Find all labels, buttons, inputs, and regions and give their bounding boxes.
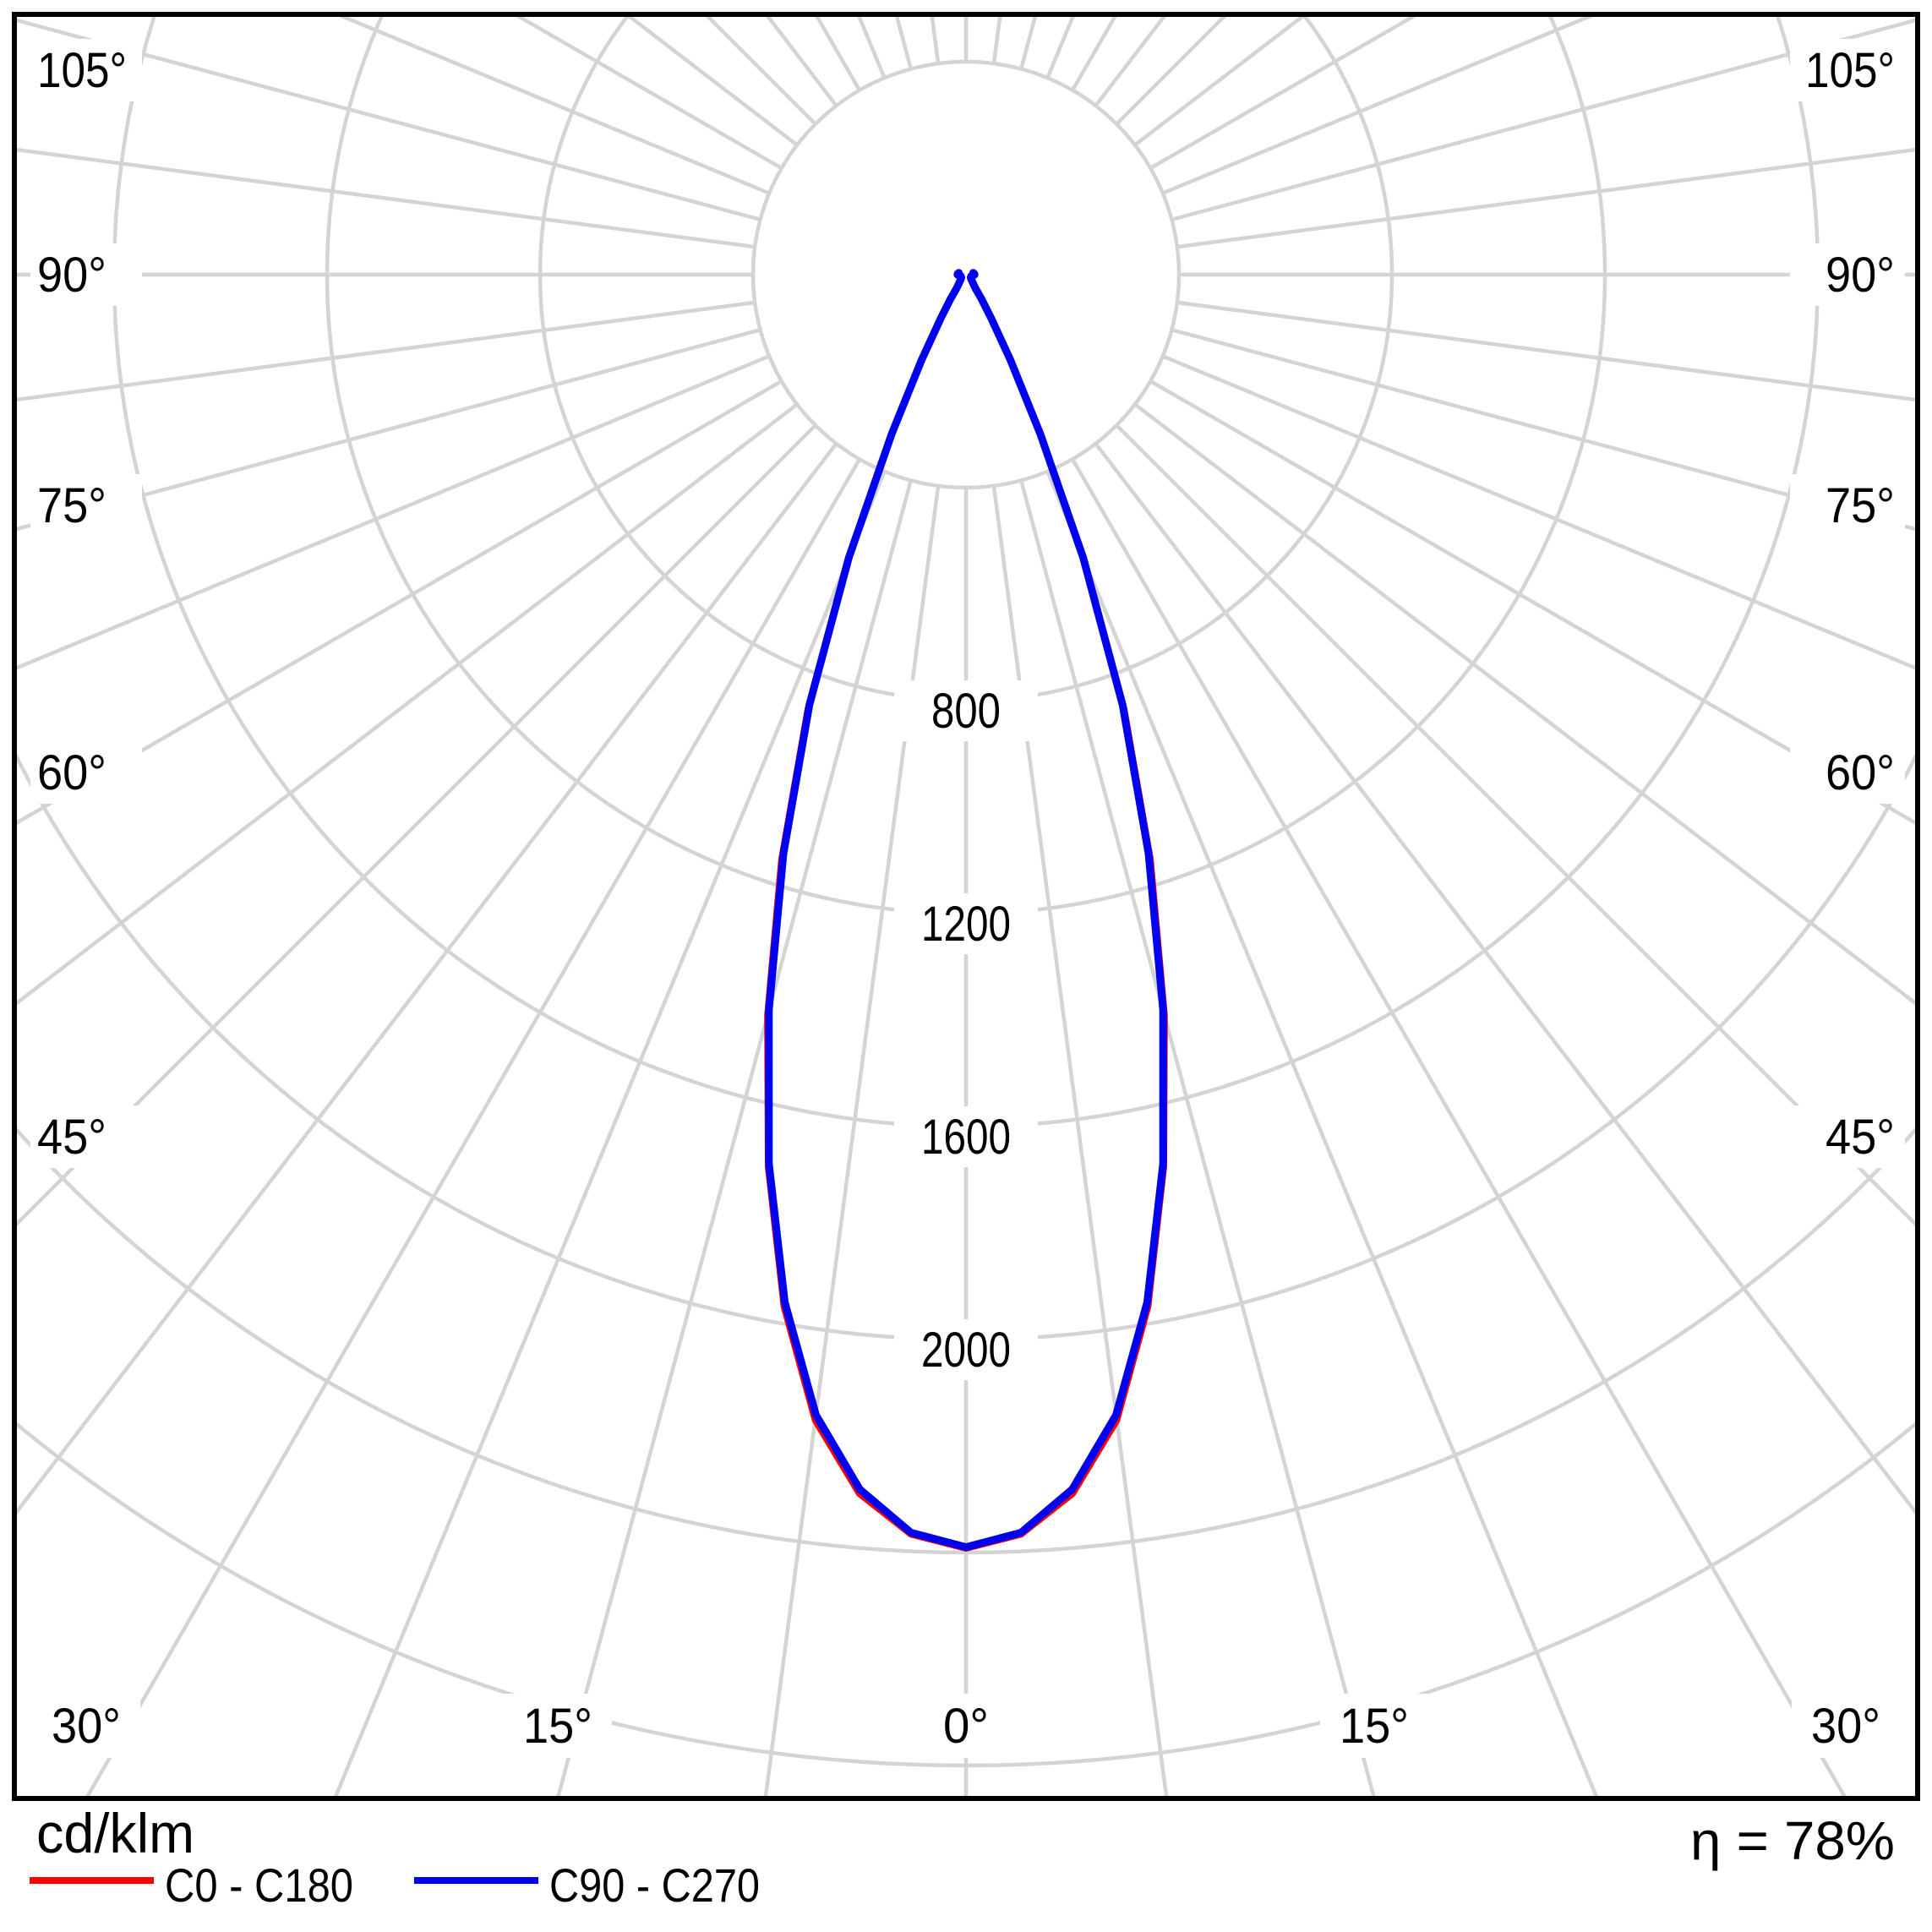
legend-label-c90-c270: C90 - C270 [549,1858,760,1912]
grid-spoke-345 [555,479,913,1798]
grid-spoke-45 [1115,423,1918,1230]
grid-spoke-315 [14,423,817,1230]
ring-value-label-1600: 1600 [921,1110,1011,1165]
curves [764,269,1168,1552]
grid-spoke-75 [1171,328,1918,532]
angle-label-right-105°: 105° [1805,43,1895,98]
grid-spoke-292.5 [14,354,771,671]
grid-spoke-37.5 [1094,442,1918,1519]
grid-spoke-285 [14,328,761,532]
angle-label-bottom-0°: 0° [943,1699,989,1754]
angle-label-left-45°: 45° [37,1110,106,1165]
grid-spoke-97.5 [1176,147,1918,249]
angle-label-right-90°: 90° [1826,248,1895,303]
angle-label-left-90°: 90° [37,248,106,303]
grid-spoke-300 [14,379,783,827]
grid-spoke-105 [1171,17,1918,221]
grid-spoke-262.5 [14,147,756,249]
units-label: cd/klm [36,1802,194,1864]
grid-spoke-7.5 [991,485,1169,1798]
angle-label-right-45°: 45° [1826,1110,1895,1165]
grid-spoke-322.5 [14,442,838,1519]
curve-c90-c270 [765,269,1167,1552]
angle-label-right-75°: 75° [1826,478,1895,533]
angle-label-right-60°: 60° [1826,745,1895,800]
angle-label-left-105°: 105° [37,43,127,98]
grid-spoke-337.5 [332,470,887,1798]
grid-spoke-247.5 [332,14,771,195]
angle-label-bottom-15°: 15° [523,1699,592,1754]
grid-spoke-22.5 [1045,470,1600,1798]
grid-ring-400 [750,59,1182,490]
angle-label-bottom-30°: 30° [1811,1699,1880,1754]
legend-label-c0-c180: C0 - C180 [165,1858,353,1912]
grid-spoke-330 [84,458,861,1798]
ring-value-label-800: 800 [931,684,1001,739]
plot-border [12,12,1920,1801]
angle-label-left-60°: 60° [37,745,106,800]
grid-spoke-352.5 [763,485,941,1798]
ring-value-label-2000: 2000 [921,1323,1011,1378]
grid-spoke-30 [1071,458,1848,1798]
grid-spoke-15 [1019,479,1377,1798]
grid-spoke-52.5 [1133,402,1918,1007]
axis-labels: 105° 90° 75° 60° 45° 105° 90° 75° 60° 45° 30° 15° 0°… [37,43,1895,1754]
angle-label-left-75°: 75° [37,478,106,533]
grid-spoke-60 [1149,379,1918,827]
efficiency-label: η = 78% [1690,1810,1895,1871]
grid-spoke-255 [14,17,761,221]
grid-spoke-82.5 [1176,300,1918,402]
angle-label-bottom-30°: 30° [52,1699,121,1754]
grid-spoke-307.5 [14,402,799,1007]
grid-spoke-277.5 [14,300,756,402]
grid-spoke-112.5 [1161,14,1600,195]
angle-label-bottom-15°: 15° [1340,1699,1409,1754]
grid-spoke-67.5 [1161,354,1918,671]
ring-value-label-1200: 1200 [921,897,1011,952]
label-masks [30,39,1905,1758]
